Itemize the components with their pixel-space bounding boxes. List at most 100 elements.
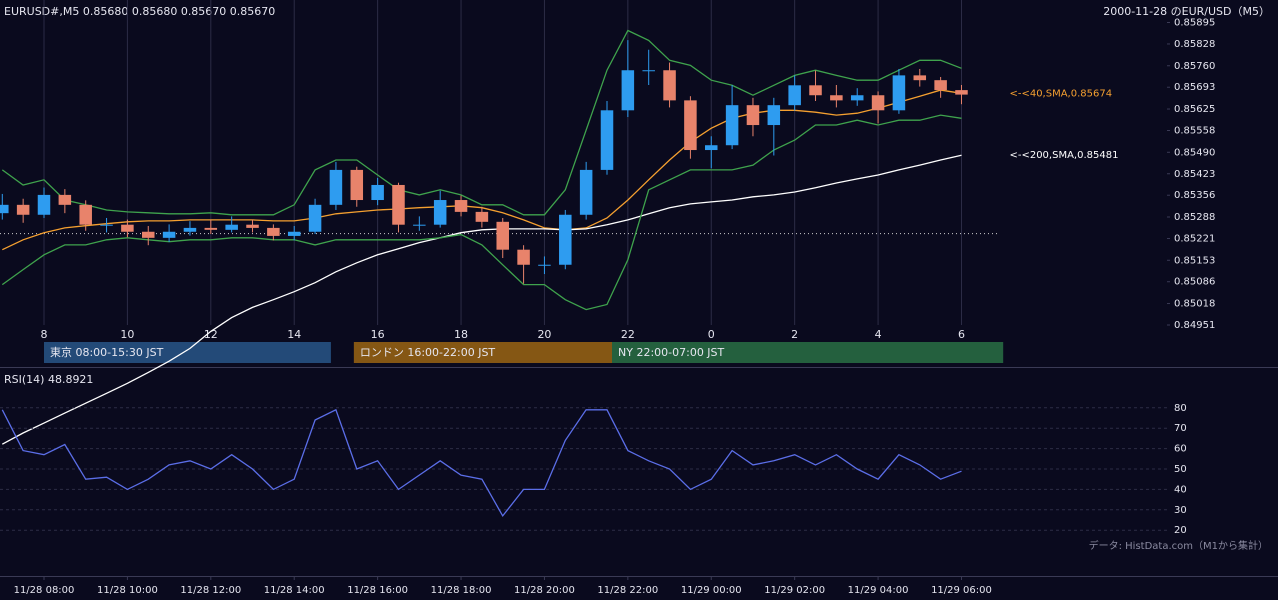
candle-body [517, 249, 530, 265]
candle-body [579, 169, 593, 215]
x-tick-label: 14 [287, 328, 301, 341]
candle-body [142, 231, 155, 238]
session-band [43, 342, 331, 363]
y-tick-label: 50 [1174, 464, 1187, 475]
candle-body [162, 231, 176, 238]
x-tick-label: 6 [958, 328, 965, 341]
series-line [1, 29, 962, 216]
x-tick-label: 0 [708, 328, 715, 341]
candle-body [538, 264, 551, 266]
candle-body [183, 227, 197, 232]
y-tick-label: 60 [1174, 444, 1187, 455]
candle-body [267, 227, 280, 236]
session-label: 東京 08:00-15:30 JST [50, 345, 164, 359]
x-tick-label: 11/28 08:00 [14, 585, 75, 596]
candle-body [371, 184, 384, 201]
x-tick-label: 11/28 20:00 [514, 585, 575, 596]
y-tick-label: 0.84951 [1174, 320, 1215, 331]
candle-body [830, 95, 843, 101]
candle-body [413, 224, 426, 226]
y-tick-label: 0.85018 [1174, 299, 1215, 310]
candle-body [767, 105, 781, 126]
y-tick-label: 0.85356 [1174, 190, 1215, 201]
candle-body [37, 194, 51, 215]
x-tick-label: 11/28 14:00 [264, 585, 325, 596]
candle-body [100, 224, 113, 226]
x-tick-label: 8 [40, 328, 47, 341]
candle-body [121, 224, 134, 232]
y-tick-label: 0.85895 [1174, 18, 1215, 29]
session-label: ロンドン 16:00-22:00 JST [360, 346, 496, 359]
candle-body [287, 231, 301, 236]
y-tick-label: 0.85086 [1174, 277, 1215, 288]
candle-body [871, 95, 885, 111]
x-tick-label: 22 [621, 328, 635, 341]
candle-body [496, 221, 509, 250]
y-tick-label: 0.85693 [1174, 82, 1215, 93]
candle-body [58, 194, 72, 205]
x-tick-label: 20 [537, 328, 551, 341]
y-tick-label: 0.85288 [1174, 212, 1215, 223]
y-tick-label: 0.85625 [1174, 104, 1215, 115]
session-band [353, 342, 613, 363]
chart-subtitle: 2000-11-28 のEUR/USD（M5） [1103, 5, 1270, 18]
candle-body [684, 100, 697, 151]
candle-body [892, 75, 906, 111]
series-label: <-<200,SMA,0.85481 [1009, 150, 1118, 161]
x-tick-label: 11/28 16:00 [347, 585, 408, 596]
x-tick-label: 11/28 22:00 [597, 585, 658, 596]
y-tick-label: 0.85558 [1174, 125, 1215, 136]
candle-body [204, 227, 218, 230]
candle-body [16, 204, 30, 215]
x-tick-label: 10 [120, 328, 134, 341]
candle-body [246, 224, 259, 228]
rsi-title: RSI(14) 48.8921 [4, 373, 93, 386]
candle-body [663, 70, 676, 101]
x-tick-label: 4 [875, 328, 882, 341]
x-tick-label: 11/29 04:00 [848, 585, 909, 596]
candle-body [705, 145, 718, 151]
candle-body [79, 204, 92, 225]
y-tick-label: 0.85153 [1174, 255, 1215, 266]
y-tick-label: 0.85760 [1174, 61, 1215, 72]
candle-body [559, 214, 572, 265]
y-tick-label: 0.85490 [1174, 147, 1215, 158]
candle-body [642, 70, 655, 72]
candle-body [955, 90, 968, 95]
series-label: <-<40,SMA,0.85674 [1009, 88, 1112, 99]
x-tick-label: 18 [454, 328, 468, 341]
source-note: データ: HistData.com（M1から集計） [1089, 539, 1268, 552]
chart-title: EURUSD#,M5 0.85680 0.85680 0.85670 0.856… [4, 5, 275, 18]
candle-body [0, 204, 9, 214]
x-tick-label: 11/28 10:00 [97, 585, 158, 596]
candle-body [600, 110, 614, 170]
x-tick-label: 11/28 12:00 [180, 585, 241, 596]
y-tick-label: 80 [1174, 403, 1187, 414]
candle-body [788, 85, 801, 106]
y-tick-label: 0.85828 [1174, 39, 1215, 50]
candle-body [475, 211, 489, 222]
candle-body [934, 80, 947, 91]
candle-body [725, 105, 739, 146]
candle-body [225, 224, 238, 230]
y-tick-label: 40 [1174, 484, 1187, 495]
y-tick-label: 30 [1174, 505, 1187, 516]
x-tick-label: 11/29 00:00 [681, 585, 742, 596]
x-tick-label: 2 [791, 328, 798, 341]
series-line [1, 408, 962, 518]
candle-body [433, 200, 447, 225]
session-band [612, 342, 1004, 363]
x-tick-label: 12 [204, 328, 218, 341]
candle-body [746, 105, 760, 126]
candle-body [350, 169, 364, 201]
candle-body [308, 204, 322, 232]
y-tick-label: 20 [1174, 525, 1187, 536]
candle-body [621, 70, 635, 111]
y-tick-label: 0.85221 [1174, 233, 1215, 244]
candle-body [329, 169, 343, 205]
x-tick-label: 11/29 02:00 [764, 585, 825, 596]
candle-body [809, 85, 822, 96]
